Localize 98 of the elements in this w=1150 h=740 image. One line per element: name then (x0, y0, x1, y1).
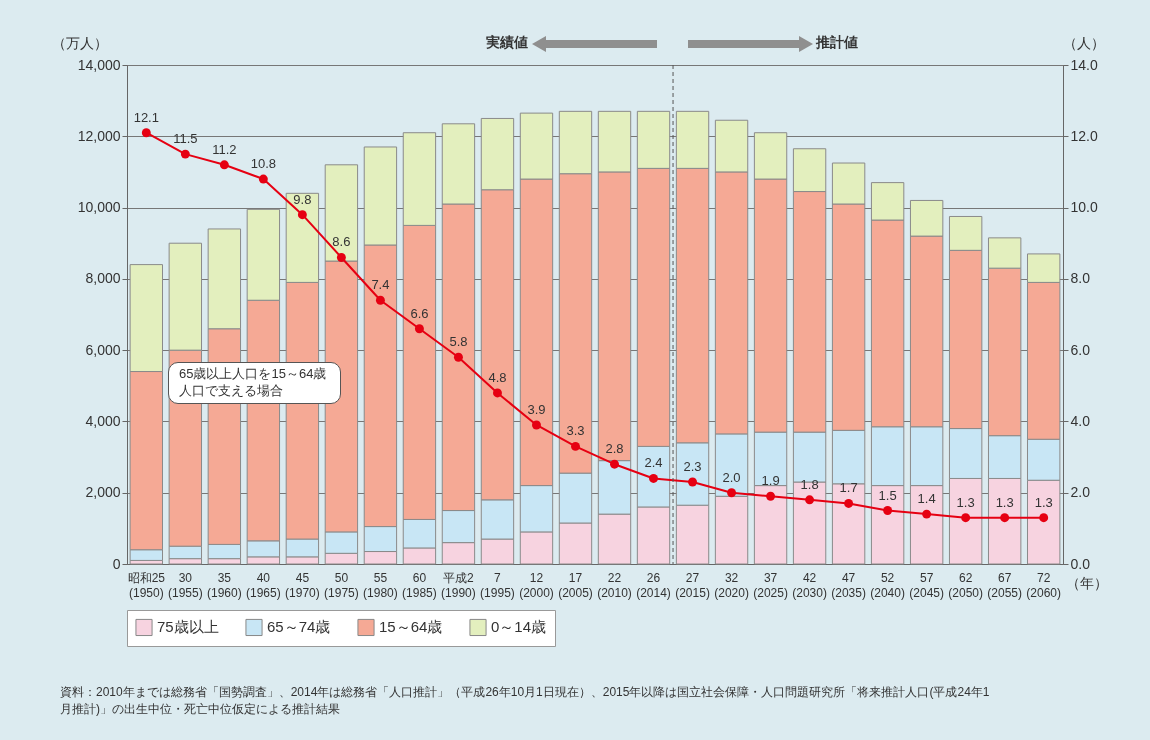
point (961, 513, 971, 523)
y-tick-label: 2,000 (85, 484, 121, 501)
data-label: 2.4 (644, 455, 663, 471)
data-label: 1.3 (1034, 494, 1053, 510)
y-axis-title: （万人） (52, 34, 108, 53)
point (219, 160, 229, 170)
y-tick-label: 6,000 (85, 341, 121, 358)
data-label: 5.8 (449, 334, 468, 350)
annotation: 65歳以上人口を15～64歳人口で支える場合 (168, 362, 341, 404)
data-label: 1.3 (956, 494, 975, 510)
data-label: 2.8 (605, 441, 624, 457)
x-tick-label: 37 (2025) (753, 570, 788, 600)
data-label: 1.4 (917, 491, 936, 507)
x-tick-label: 7 (1995) (480, 570, 515, 600)
x-tick-label: 45 (1970) (285, 570, 320, 600)
y2-tick-label: 14.0 (1070, 56, 1098, 73)
y2-tick-label: 12.0 (1070, 127, 1098, 144)
point (610, 459, 619, 469)
data-label: 10.8 (250, 156, 277, 172)
y-tick-label: 8,000 (85, 270, 121, 287)
y2-tick-label: 6.0 (1070, 341, 1091, 358)
point (883, 506, 893, 515)
point (727, 488, 737, 498)
text: 実績値 (486, 33, 528, 52)
x-tick-label: 50 (1975) (324, 570, 359, 600)
y2-tick-label: 0.0 (1070, 555, 1091, 572)
x-tick-label: 72 (2060) (1026, 570, 1062, 600)
point (492, 388, 502, 398)
x-tick-label: 30 (1955) (167, 570, 203, 600)
point (688, 477, 698, 487)
x-tick-label: 55 (1980) (363, 570, 398, 600)
data-label: 4.8 (488, 369, 507, 385)
legend-label: 65～74歳 (267, 618, 331, 636)
legend-label: 0～14歳 (491, 618, 547, 636)
x-tick-label: 35 (1960) (207, 570, 242, 600)
data-label: 3.9 (527, 401, 546, 417)
point (141, 128, 151, 138)
x-tick-label: 47 (2035) (831, 570, 866, 600)
y2-tick-label: 2.0 (1070, 484, 1091, 501)
point (844, 498, 854, 508)
point (922, 509, 932, 519)
y-tick-label: 14,000 (77, 56, 121, 73)
y2-tick-label: 10.0 (1070, 199, 1098, 216)
point (571, 441, 580, 451)
legend-label: 75歳以上 (157, 618, 219, 636)
data-label: 1.8 (800, 476, 819, 492)
y2-axis-title: （人） (1063, 34, 1105, 53)
y-tick-label: 0 (112, 555, 121, 572)
point (805, 495, 815, 505)
x-tick-label: 40 (1965) (246, 570, 281, 600)
x-tick-label: 26 (2014) (636, 570, 671, 600)
data-label: 1.3 (995, 494, 1014, 510)
x-tick-label: 昭和25 (1950) (127, 570, 166, 600)
data-label: 11.2 (212, 141, 237, 157)
y-tick-label: 10,000 (77, 199, 121, 216)
point (766, 491, 776, 501)
legend-label: 15～64歳 (379, 618, 443, 636)
x-tick-label: 32 (2020) (714, 570, 749, 600)
data-label: 8.6 (332, 234, 351, 250)
x-tick-label: 52 (2040) (870, 570, 905, 600)
x-tick-label: 22 (2010) (597, 570, 632, 600)
point (1000, 513, 1010, 523)
x-tick-label: 27 (2015) (675, 570, 710, 600)
point (649, 473, 658, 483)
point (180, 149, 190, 159)
x-tick-label: 67 (2055) (987, 570, 1023, 600)
data-label: 1.5 (878, 487, 897, 503)
data-label: 3.3 (566, 423, 585, 439)
point (1039, 513, 1049, 523)
point (297, 210, 307, 220)
y2-tick-label: 8.0 (1070, 270, 1091, 287)
text: 資料：2010年までは総務省「国勢調査」、2014年は総務省「人口推計」（平成26年10月1日現在）、2015年以降は国立社会保障・人口問題研究所「将来推計人口(平成24年1月推計)」の出生中位・死亡中位仮定による推計結果 (60, 684, 991, 719)
point (414, 324, 424, 334)
data-label: 12.1 (133, 109, 159, 125)
point (453, 352, 463, 362)
x-tick-label: 57 (2045) (909, 570, 944, 600)
x-axis-title: （年） (1066, 574, 1108, 593)
data-label: 9.8 (293, 191, 312, 207)
data-label: 1.7 (839, 480, 858, 496)
data-label: 7.4 (371, 277, 390, 293)
text: 推計値 (816, 33, 858, 52)
x-tick-label: 平成2 (1990) (441, 570, 476, 600)
x-tick-label: 12 (2000) (519, 570, 554, 600)
data-label: 2.3 (683, 459, 702, 475)
point (532, 420, 541, 430)
x-tick-label: 17 (2005) (558, 570, 593, 600)
y-tick-label: 12,000 (77, 127, 121, 144)
point (375, 295, 385, 305)
point (258, 174, 268, 184)
point (336, 253, 346, 262)
y-tick-label: 4,000 (85, 412, 121, 429)
data-label: 1.9 (761, 473, 780, 489)
x-tick-label: 62 (2050) (948, 570, 983, 600)
data-label: 6.6 (410, 305, 429, 321)
x-tick-label: 42 (2030) (792, 570, 827, 600)
data-label: 2.0 (722, 469, 741, 485)
x-tick-label: 60 (1985) (402, 570, 437, 600)
y2-tick-label: 4.0 (1070, 412, 1091, 429)
